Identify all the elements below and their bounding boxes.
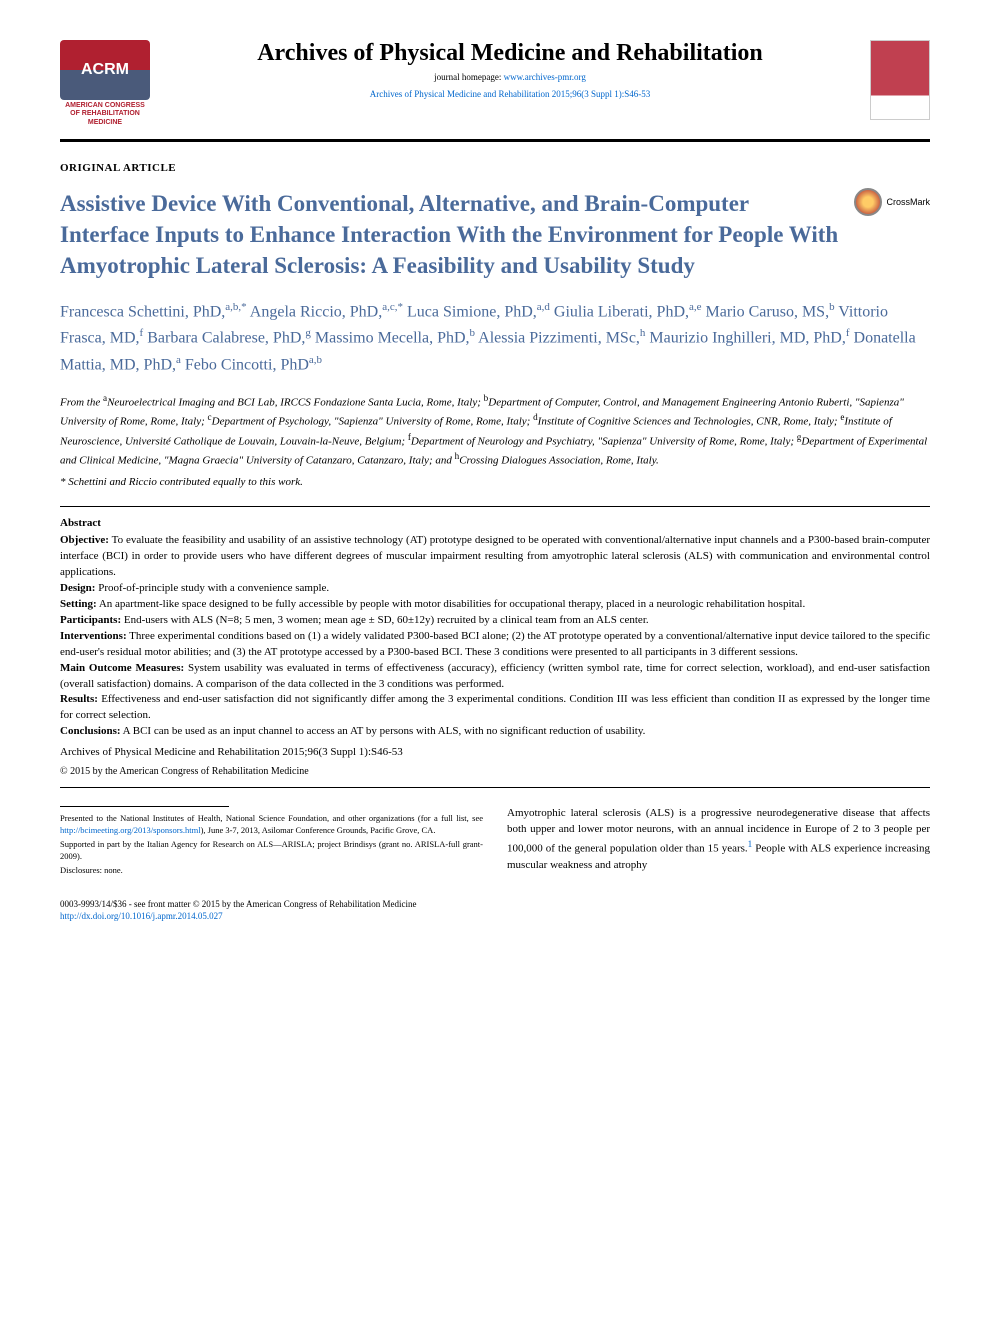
abstract-section: Abstract Objective: To evaluate the feas…: [60, 506, 930, 788]
body-columns: Presented to the National Institutes of …: [60, 806, 930, 879]
affiliations: From the aNeuroelectrical Imaging and BC…: [60, 392, 930, 470]
footnote-supported: Supported in part by the Italian Agency …: [60, 839, 483, 862]
abstract-item: Interventions: Three experimental condit…: [60, 629, 930, 661]
abstract-item: Design: Proof-of-principle study with a …: [60, 581, 930, 597]
abstract-item-text: Proof-of-principle study with a convenie…: [95, 582, 329, 594]
footnote-disclosures: Disclosures: none.: [60, 865, 483, 876]
abstract-item: Objective: To evaluate the feasibility a…: [60, 533, 930, 581]
abstract-item: Conclusions: A BCI can be used as an inp…: [60, 724, 930, 740]
journal-cover-thumbnail-icon: [870, 40, 930, 120]
header-citation: Archives of Physical Medicine and Rehabi…: [170, 89, 850, 99]
left-column: Presented to the National Institutes of …: [60, 806, 483, 879]
article-type-label: ORIGINAL ARTICLE: [60, 162, 930, 174]
publisher-logo-block: ACRM AMERICAN CONGRESS OF REHABILITATION…: [60, 40, 150, 127]
footnote-presented: Presented to the National Institutes of …: [60, 813, 483, 836]
right-column: Amyotrophic lateral sclerosis (ALS) is a…: [507, 806, 930, 879]
abstract-item-label: Results:: [60, 693, 98, 705]
crossmark-label: CrossMark: [886, 197, 930, 207]
abstract-item-label: Design:: [60, 582, 95, 594]
journal-header: ACRM AMERICAN CONGRESS OF REHABILITATION…: [60, 40, 930, 142]
journal-homepage: journal homepage: www.archives-pmr.org: [170, 67, 850, 85]
abstract-item-text: Three experimental conditions based on (…: [60, 630, 930, 658]
copyright-line: © 2015 by the American Congress of Rehab…: [60, 766, 930, 777]
abstract-item-label: Interventions:: [60, 630, 127, 642]
abstract-item: Setting: An apartment-like space designe…: [60, 597, 930, 613]
abstract-item-text: To evaluate the feasibility and usabilit…: [60, 534, 930, 578]
abstract-item-label: Objective:: [60, 534, 109, 546]
abstract-item-label: Main Outcome Measures:: [60, 662, 184, 674]
abstract-item: Participants: End-users with ALS (N=8; 5…: [60, 613, 930, 629]
body-paragraph: Amyotrophic lateral sclerosis (ALS) is a…: [507, 806, 930, 873]
footnote-rule: [60, 806, 229, 807]
title-row: Assistive Device With Conventional, Alte…: [60, 188, 930, 281]
abstract-item-text: A BCI can be used as an input channel to…: [121, 725, 646, 737]
abstract-item-text: End-users with ALS (N=8; 5 men, 3 women;…: [121, 614, 649, 626]
abstract-item-text: An apartment-like space designed to be f…: [97, 598, 806, 610]
page-footer: 0003-9993/14/$36 - see front matter © 20…: [60, 898, 930, 923]
journal-title-block: Archives of Physical Medicine and Rehabi…: [170, 40, 850, 99]
crossmark-badge[interactable]: CrossMark: [854, 188, 930, 216]
abstract-item-label: Setting:: [60, 598, 97, 610]
footnote-link[interactable]: http://bcimeeting.org/2013/sponsors.html: [60, 825, 201, 835]
footer-copyright: 0003-9993/14/$36 - see front matter © 20…: [60, 898, 930, 911]
abstract-item-text: System usability was evaluated in terms …: [60, 662, 930, 690]
abstract-item: Main Outcome Measures: System usability …: [60, 661, 930, 693]
abstract-heading: Abstract: [60, 517, 930, 529]
journal-title: Archives of Physical Medicine and Rehabi…: [170, 40, 850, 67]
abstract-item-label: Conclusions:: [60, 725, 121, 737]
article-title: Assistive Device With Conventional, Alte…: [60, 188, 838, 281]
abstract-item: Results: Effectiveness and end-user sati…: [60, 692, 930, 724]
acrm-logo-icon: ACRM: [60, 40, 150, 100]
publisher-name: AMERICAN CONGRESS OF REHABILITATION MEDI…: [60, 102, 150, 127]
equal-contribution-note: * Schettini and Riccio contributed equal…: [60, 476, 930, 488]
abstract-citation: Archives of Physical Medicine and Rehabi…: [60, 746, 930, 758]
abstract-item-text: Effectiveness and end-user satisfaction …: [60, 693, 930, 721]
authors-list: Francesca Schettini, PhD,a,b,* Angela Ri…: [60, 299, 930, 377]
abstract-item-label: Participants:: [60, 614, 121, 626]
homepage-label: journal homepage:: [434, 72, 503, 82]
crossmark-icon: [854, 188, 882, 216]
doi-link[interactable]: http://dx.doi.org/10.1016/j.apmr.2014.05…: [60, 911, 223, 921]
abstract-body: Objective: To evaluate the feasibility a…: [60, 533, 930, 740]
homepage-link[interactable]: www.archives-pmr.org: [504, 72, 586, 82]
